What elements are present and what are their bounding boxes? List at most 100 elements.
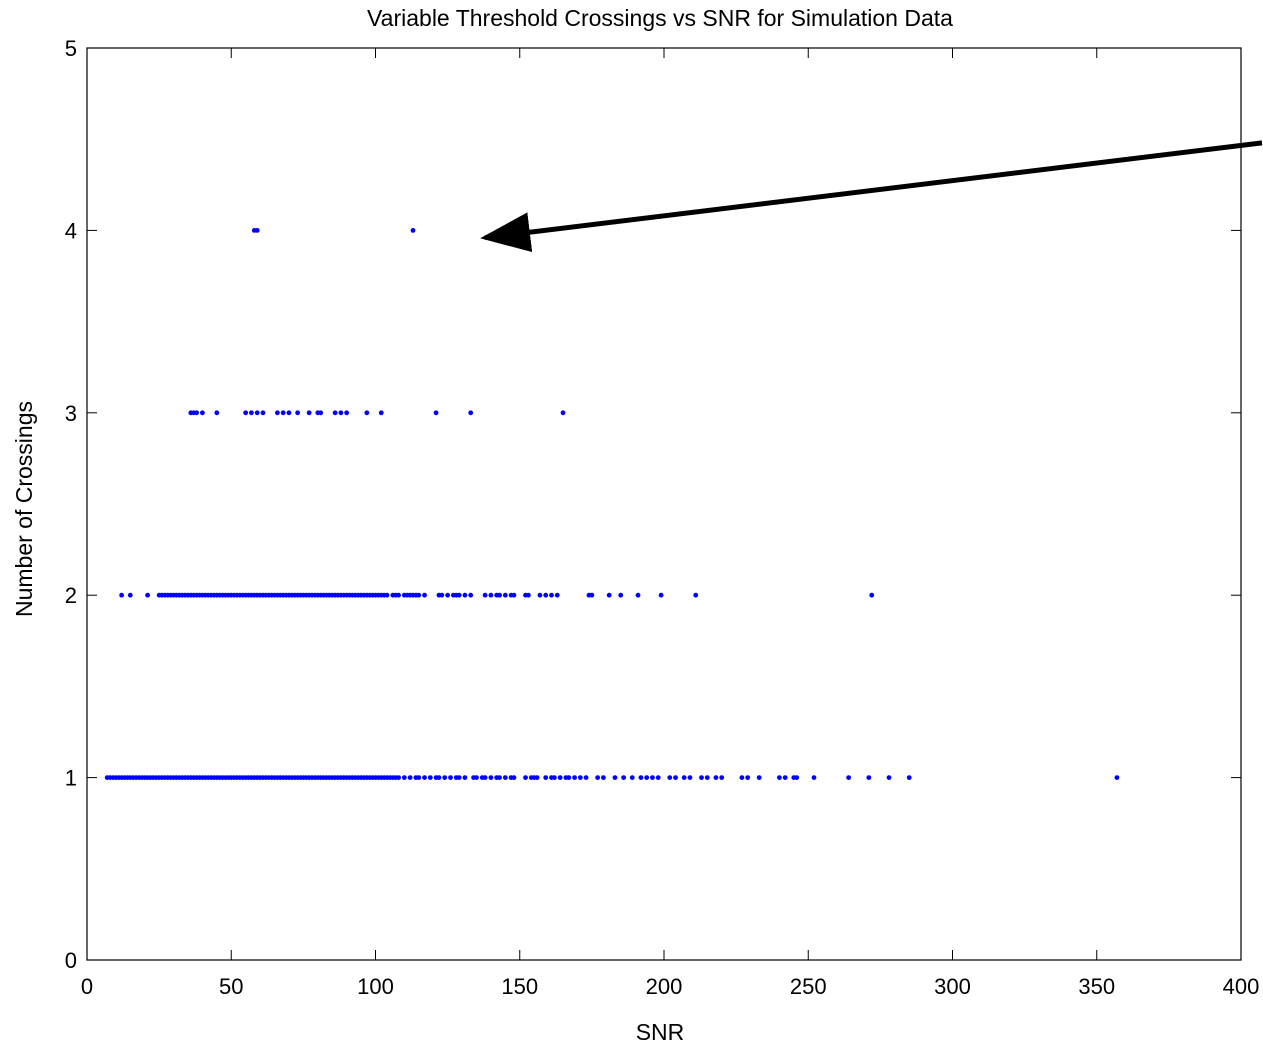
chart-title: Variable Threshold Crossings vs SNR for … [367,5,953,31]
data-points [104,228,1120,780]
data-point [488,592,494,598]
data-point [543,775,549,780]
data-point [572,775,577,780]
data-point [756,775,762,780]
data-point [523,775,528,780]
data-point [200,410,205,416]
data-point [693,592,699,598]
data-point [497,592,502,598]
data-point [396,775,401,780]
x-tick-label: 350 [1078,974,1115,999]
data-point [526,592,531,598]
data-point [482,775,488,780]
data-point [557,775,563,780]
data-point [442,775,448,780]
data-point [777,775,782,780]
data-point [338,410,344,416]
data-point [658,592,664,598]
data-point [667,775,673,780]
data-point [811,775,817,780]
data-point [422,592,427,598]
data-point [551,775,557,780]
data-point [846,775,852,780]
data-point [384,592,390,598]
data-point [655,775,661,780]
data-point [502,775,508,780]
y-tick-label: 0 [65,948,77,973]
data-point [560,410,566,416]
y-tick-label: 3 [65,401,77,426]
y-axis-label: Number of Crossings [11,401,37,617]
x-tick-label: 250 [790,974,827,999]
data-point [534,775,540,780]
data-point [260,410,266,416]
data-point [243,410,249,416]
data-point [739,775,745,780]
x-tick-label: 200 [646,974,683,999]
data-point [407,775,413,780]
data-point [456,775,462,780]
y-axis-ticks: 0 1 2 3 4 5 [65,36,1241,973]
data-point [713,775,719,780]
data-point [699,775,704,780]
data-point [482,592,488,598]
data-point [416,592,422,598]
data-point [295,410,301,416]
data-point [410,228,416,233]
data-point [606,592,612,598]
data-point [468,592,474,598]
data-point [554,592,560,598]
data-point [286,410,292,416]
data-point [681,775,687,780]
x-tick-label: 100 [357,974,394,999]
y-tick-label: 4 [65,218,77,243]
data-point [306,410,312,416]
data-point [488,775,494,780]
data-point [474,775,479,780]
data-point [249,410,254,416]
data-point [497,775,502,780]
y-tick-label: 1 [65,766,77,791]
data-point [537,592,543,598]
annotation-arrow [480,140,1263,253]
data-point [638,775,644,780]
data-point [344,410,350,416]
data-point [364,410,370,416]
plot-area-frame [86,47,1242,961]
data-point [462,775,468,780]
data-point [456,592,462,598]
x-tick-label: 0 [81,974,93,999]
data-point [869,592,875,598]
data-point [589,592,595,598]
data-point [866,775,872,780]
data-point [673,775,678,780]
data-point [704,775,710,780]
data-point [566,775,572,780]
data-point [318,410,324,416]
data-point [906,775,912,780]
data-point [280,410,286,416]
data-point [650,775,655,780]
data-point [629,775,635,780]
data-point [416,775,422,780]
data-point [448,775,453,780]
data-point [332,410,338,416]
data-point [502,592,508,598]
data-point [445,592,451,598]
data-point [635,592,641,598]
data-point [275,410,280,416]
y-tick-label: 2 [65,583,77,608]
data-point [436,775,442,780]
data-point [433,410,439,416]
x-axis-label: SNR [636,1019,685,1044]
data-point [511,775,517,780]
data-point [621,775,627,780]
data-point [618,592,624,598]
data-point [719,775,725,780]
data-point [782,775,788,780]
data-point [401,775,407,780]
x-axis-ticks: 0 50 100 150 200 250 300 350 400 [81,48,1259,999]
data-point [254,410,260,416]
data-point [254,228,260,233]
